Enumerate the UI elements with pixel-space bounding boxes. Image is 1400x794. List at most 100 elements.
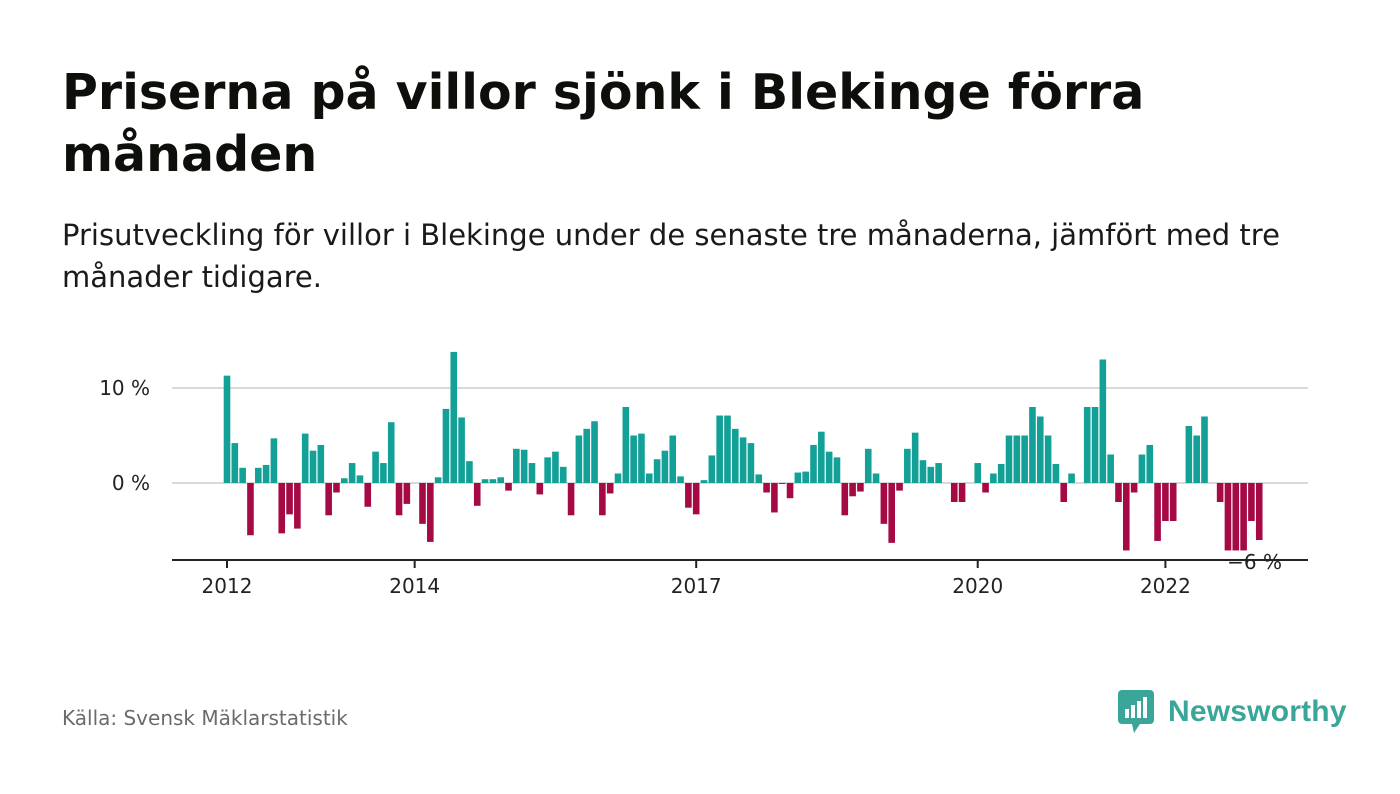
bar bbox=[1138, 454, 1146, 483]
bar bbox=[1115, 483, 1122, 502]
bar bbox=[1068, 473, 1075, 483]
bar bbox=[849, 483, 856, 497]
bar bbox=[857, 483, 864, 492]
bar bbox=[958, 483, 966, 502]
bar bbox=[1255, 483, 1263, 540]
bar bbox=[771, 483, 778, 513]
axes: 2012 2014 2017 2020 2022 −6 % bbox=[172, 550, 1308, 598]
bar bbox=[638, 433, 645, 483]
bars bbox=[223, 351, 1263, 551]
bar bbox=[864, 448, 872, 483]
bar bbox=[1052, 464, 1060, 483]
bar bbox=[278, 483, 286, 534]
bar bbox=[442, 408, 450, 483]
bar bbox=[473, 483, 481, 506]
bar bbox=[356, 475, 364, 483]
y-tick-label: 10 % bbox=[99, 376, 150, 400]
bar bbox=[810, 445, 817, 483]
y-tick-label: 0 % bbox=[112, 471, 150, 495]
bar bbox=[1107, 454, 1114, 483]
bar bbox=[1224, 483, 1232, 551]
chart-subtitle: Prisutveckling för villor i Blekinge und… bbox=[62, 218, 1280, 294]
bar bbox=[1216, 483, 1224, 502]
bar bbox=[653, 459, 661, 483]
bar bbox=[528, 463, 536, 483]
bar bbox=[614, 473, 622, 483]
bar bbox=[1130, 483, 1138, 493]
bar bbox=[380, 463, 387, 483]
bar bbox=[1240, 483, 1247, 551]
bar bbox=[1060, 483, 1068, 502]
bar bbox=[552, 451, 559, 483]
bar bbox=[387, 422, 395, 483]
bar bbox=[395, 483, 403, 516]
bar bbox=[591, 421, 598, 483]
bar bbox=[747, 443, 755, 483]
brand-name: Newsworthy bbox=[1168, 695, 1347, 728]
bar bbox=[403, 483, 411, 504]
bar bbox=[325, 483, 332, 516]
bar bbox=[270, 438, 278, 483]
bar bbox=[1083, 407, 1091, 483]
bar bbox=[1013, 435, 1021, 483]
gridlines: 10 % 0 % bbox=[99, 376, 1308, 495]
bar-chart: 10 % 0 % 2012 2014 2017 2020 2022 −6 % bbox=[99, 351, 1308, 598]
bar bbox=[716, 415, 723, 483]
bar bbox=[927, 466, 935, 483]
bar bbox=[309, 450, 317, 483]
bar bbox=[1201, 416, 1208, 483]
bar bbox=[630, 435, 637, 483]
bar bbox=[317, 445, 325, 483]
bar bbox=[1232, 483, 1240, 551]
bar bbox=[575, 435, 583, 483]
bar bbox=[724, 415, 731, 483]
bar bbox=[599, 483, 606, 516]
bar bbox=[802, 471, 809, 483]
newsworthy-brand: Newsworthy bbox=[1118, 690, 1347, 734]
bar bbox=[950, 483, 958, 502]
bar bbox=[825, 451, 833, 483]
chart-title: Priserna på villor sjönk i Blekinge förr… bbox=[62, 64, 1145, 183]
bar bbox=[904, 448, 911, 483]
bar bbox=[466, 461, 473, 483]
bar bbox=[935, 463, 942, 483]
bar bbox=[434, 477, 442, 483]
bar bbox=[622, 407, 630, 483]
bar bbox=[513, 448, 520, 483]
bar bbox=[833, 457, 841, 483]
bar bbox=[1193, 435, 1200, 483]
bar bbox=[677, 476, 684, 483]
bar bbox=[778, 483, 786, 484]
bar bbox=[606, 483, 614, 494]
bar bbox=[700, 480, 708, 483]
bar bbox=[1029, 407, 1036, 483]
bar bbox=[755, 474, 763, 483]
bar bbox=[841, 483, 849, 516]
bar bbox=[1099, 359, 1107, 483]
bar bbox=[669, 435, 677, 483]
bar bbox=[294, 483, 301, 529]
bar bbox=[739, 437, 747, 483]
bar bbox=[262, 464, 270, 483]
bar bbox=[896, 483, 903, 491]
newsworthy-logo-icon bbox=[1118, 690, 1154, 733]
bar bbox=[786, 483, 794, 499]
bar bbox=[645, 473, 653, 483]
bar bbox=[254, 467, 262, 483]
bar bbox=[661, 450, 669, 483]
bar bbox=[505, 483, 512, 491]
bar bbox=[990, 473, 997, 483]
bar bbox=[427, 483, 434, 542]
bar bbox=[1185, 426, 1193, 483]
x-tick-label: 2014 bbox=[389, 574, 440, 598]
bar bbox=[1036, 416, 1044, 483]
end-value-label: −6 % bbox=[1227, 550, 1282, 574]
bar bbox=[223, 375, 231, 483]
x-tick-label: 2012 bbox=[202, 574, 253, 598]
bar bbox=[1021, 435, 1028, 483]
bar bbox=[559, 466, 567, 483]
bar bbox=[919, 460, 927, 483]
bar bbox=[692, 483, 700, 515]
bar bbox=[333, 483, 340, 493]
bar bbox=[450, 351, 458, 483]
